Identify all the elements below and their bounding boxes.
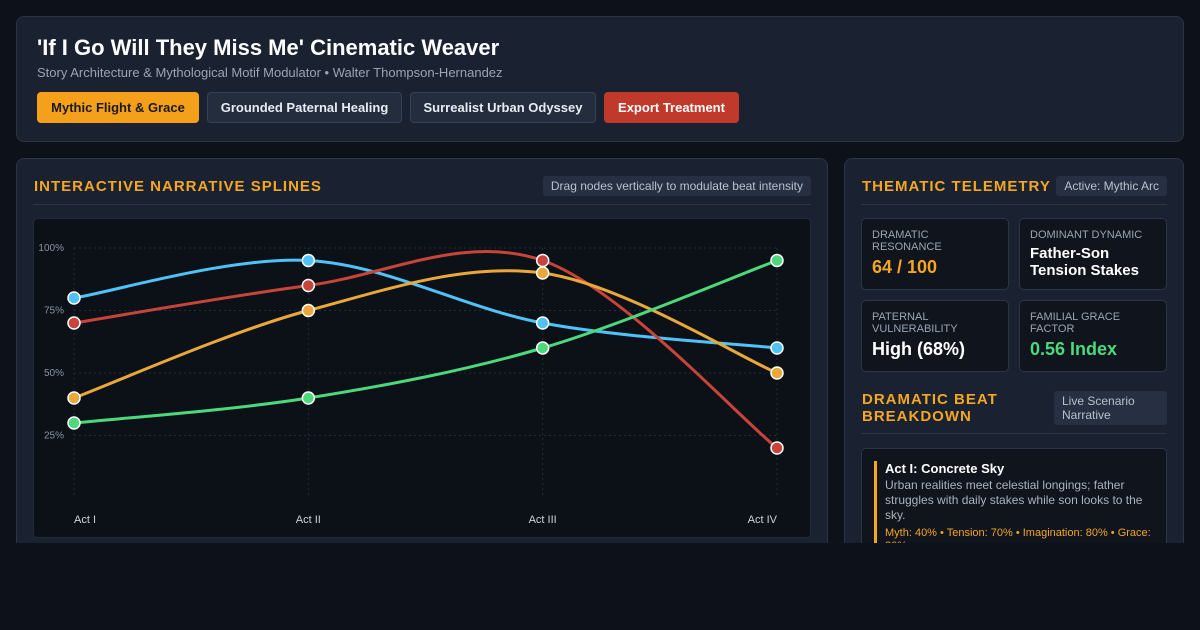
app-title: 'If I Go Will They Miss Me' Cinematic We… bbox=[37, 35, 500, 60]
viewport: 'If I Go Will They Miss Me' Cinematic We… bbox=[16, 16, 1184, 543]
chart: 25% 50% 75% 100% Act I Act II Act III Act IV bbox=[33, 218, 811, 538]
metric-card: DRAMATIC RESONANCE 64 / 100 bbox=[861, 218, 1009, 290]
metric-label: DOMINANT DYNAMIC bbox=[1030, 229, 1143, 241]
metric-label: FAMILIAL GRACE FACTOR bbox=[1030, 311, 1121, 335]
metric-value: 0.56 Index bbox=[1030, 339, 1118, 359]
x-tick-label: Act IV bbox=[748, 514, 778, 526]
spline bbox=[73, 259, 778, 425]
metric-label: PATERNAL VULNERABILITY bbox=[872, 311, 958, 335]
divider bbox=[861, 433, 1167, 434]
beat-meta: Myth: 40% • Tension: 70% • Imagination: … bbox=[885, 527, 1151, 543]
y-tick-label: 75% bbox=[44, 306, 64, 317]
preset-button[interactable]: Grounded Paternal Healing bbox=[207, 92, 402, 123]
node bbox=[770, 253, 784, 268]
node bbox=[535, 341, 550, 355]
metric-card: FAMILIAL GRACE FACTOR 0.56 Index bbox=[1019, 300, 1167, 372]
node bbox=[770, 366, 784, 380]
preset-button[interactable]: Surrealist Urban Odyssey bbox=[410, 92, 596, 123]
panel-title: INTERACTIVE NARRATIVE SPLINES bbox=[34, 178, 322, 195]
preset-button[interactable]: Mythic Flight & Grace bbox=[37, 92, 199, 123]
spline bbox=[73, 269, 778, 400]
node bbox=[301, 391, 316, 405]
beat-title: Act I: Concrete Sky bbox=[885, 461, 1005, 476]
spline bbox=[73, 250, 778, 450]
metric-value: 64 / 100 bbox=[872, 257, 938, 277]
node bbox=[770, 441, 784, 455]
header-card: 'If I Go Will They Miss Me' Cinematic We… bbox=[16, 16, 1184, 142]
spline bbox=[73, 258, 778, 350]
metric-value: High (68%) bbox=[872, 339, 966, 359]
metric-label: DRAMATIC RESONANCE bbox=[872, 229, 942, 253]
beat-card: Act I: Concrete Sky Urban realities meet… bbox=[861, 448, 1167, 543]
node bbox=[770, 341, 784, 355]
node bbox=[67, 416, 81, 430]
y-tick-label: 100% bbox=[38, 243, 64, 254]
metric-value: Father-Son Tension Stakes bbox=[1030, 245, 1139, 279]
section-title: DRAMATIC BEAT BREAKDOWN bbox=[862, 391, 998, 425]
node bbox=[301, 253, 316, 268]
node bbox=[535, 253, 550, 268]
node bbox=[301, 278, 316, 293]
y-tick-label: 50% bbox=[44, 368, 64, 379]
x-tick-label: Act III bbox=[529, 514, 557, 526]
y-tick-label: 25% bbox=[44, 431, 64, 442]
status-badge: Live Scenario Narrative bbox=[1054, 391, 1167, 425]
node bbox=[301, 303, 316, 318]
status-badge: Active: Mythic Arc bbox=[1056, 176, 1167, 196]
node bbox=[67, 291, 81, 305]
export-button[interactable]: Export Treatment bbox=[604, 92, 739, 123]
divider bbox=[33, 204, 811, 205]
beat-accent bbox=[874, 461, 877, 543]
app-subtitle: Story Architecture & Mythological Motif … bbox=[37, 65, 503, 80]
node bbox=[67, 316, 81, 330]
telemetry-panel: THEMATIC TELEMETRY Active: Mythic Arc DR… bbox=[844, 158, 1184, 543]
panel-title: THEMATIC TELEMETRY bbox=[862, 178, 1051, 195]
node bbox=[535, 266, 550, 280]
beat-text: Urban realities meet celestial longings;… bbox=[885, 478, 1143, 522]
node bbox=[535, 316, 550, 330]
beat-body: Act I: Concrete Sky Urban realities meet… bbox=[885, 461, 1155, 543]
x-tick-label: Act II bbox=[296, 514, 321, 526]
divider bbox=[861, 204, 1167, 205]
hint-badge: Drag nodes vertically to modulate beat i… bbox=[542, 176, 811, 196]
node bbox=[67, 391, 81, 405]
metric-card: PATERNAL VULNERABILITY High (68%) bbox=[861, 300, 1009, 372]
x-tick-label: Act I bbox=[74, 514, 96, 526]
metric-card: DOMINANT DYNAMIC Father-Son Tension Stak… bbox=[1019, 218, 1167, 290]
